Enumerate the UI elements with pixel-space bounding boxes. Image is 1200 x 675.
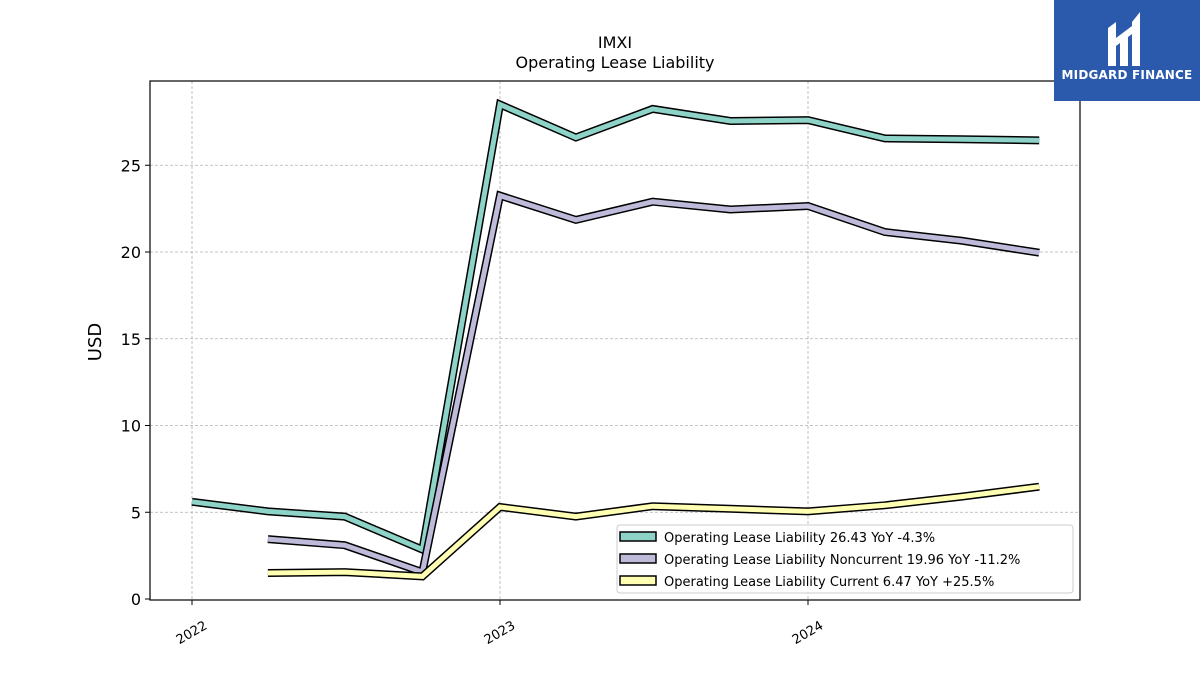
brand-logo: MIDGARD FINANCE (1054, 0, 1200, 101)
legend-label: Operating Lease Liability 26.43 YoY -4.3… (664, 531, 935, 546)
y-tick-label: 10 (121, 417, 141, 436)
legend-label: Operating Lease Liability Noncurrent 19.… (664, 553, 1020, 568)
series-operating-lease-liability (191, 98, 1040, 556)
x-tick-label: 2023 (482, 618, 518, 648)
legend-swatch (619, 553, 657, 564)
series-operating-lease-liability-current (267, 482, 1040, 581)
series-line-outline (267, 190, 1040, 578)
chart-title: IMXI (598, 33, 632, 52)
series-line (191, 100, 1040, 554)
x-tick-label: 2024 (790, 618, 826, 648)
legend: Operating Lease Liability 26.43 YoY -4.3… (616, 524, 1074, 594)
x-tick-label: 2022 (174, 618, 210, 648)
chart-subtitle: Operating Lease Liability (515, 53, 714, 72)
y-tick-label: 5 (131, 503, 141, 522)
plot-frame (149, 80, 1081, 601)
y-tick-label: 15 (121, 330, 141, 349)
series-line-outline (191, 98, 1040, 556)
series-operating-lease-liability-noncurrent (267, 190, 1040, 578)
y-axis-label: USD (85, 323, 106, 361)
y-tick-label: 25 (121, 156, 141, 175)
series-line (267, 484, 1040, 579)
y-tick-label: 0 (131, 590, 141, 609)
y-tick-label: 20 (121, 243, 141, 262)
series-line (267, 192, 1040, 576)
legend-box (616, 524, 1074, 594)
midgard-logo-icon (1108, 12, 1140, 66)
legend-label: Operating Lease Liability Current 6.47 Y… (664, 575, 994, 590)
legend-swatch (619, 575, 657, 586)
legend-swatch (619, 531, 657, 542)
brand-name: MIDGARD FINANCE (1061, 68, 1193, 82)
